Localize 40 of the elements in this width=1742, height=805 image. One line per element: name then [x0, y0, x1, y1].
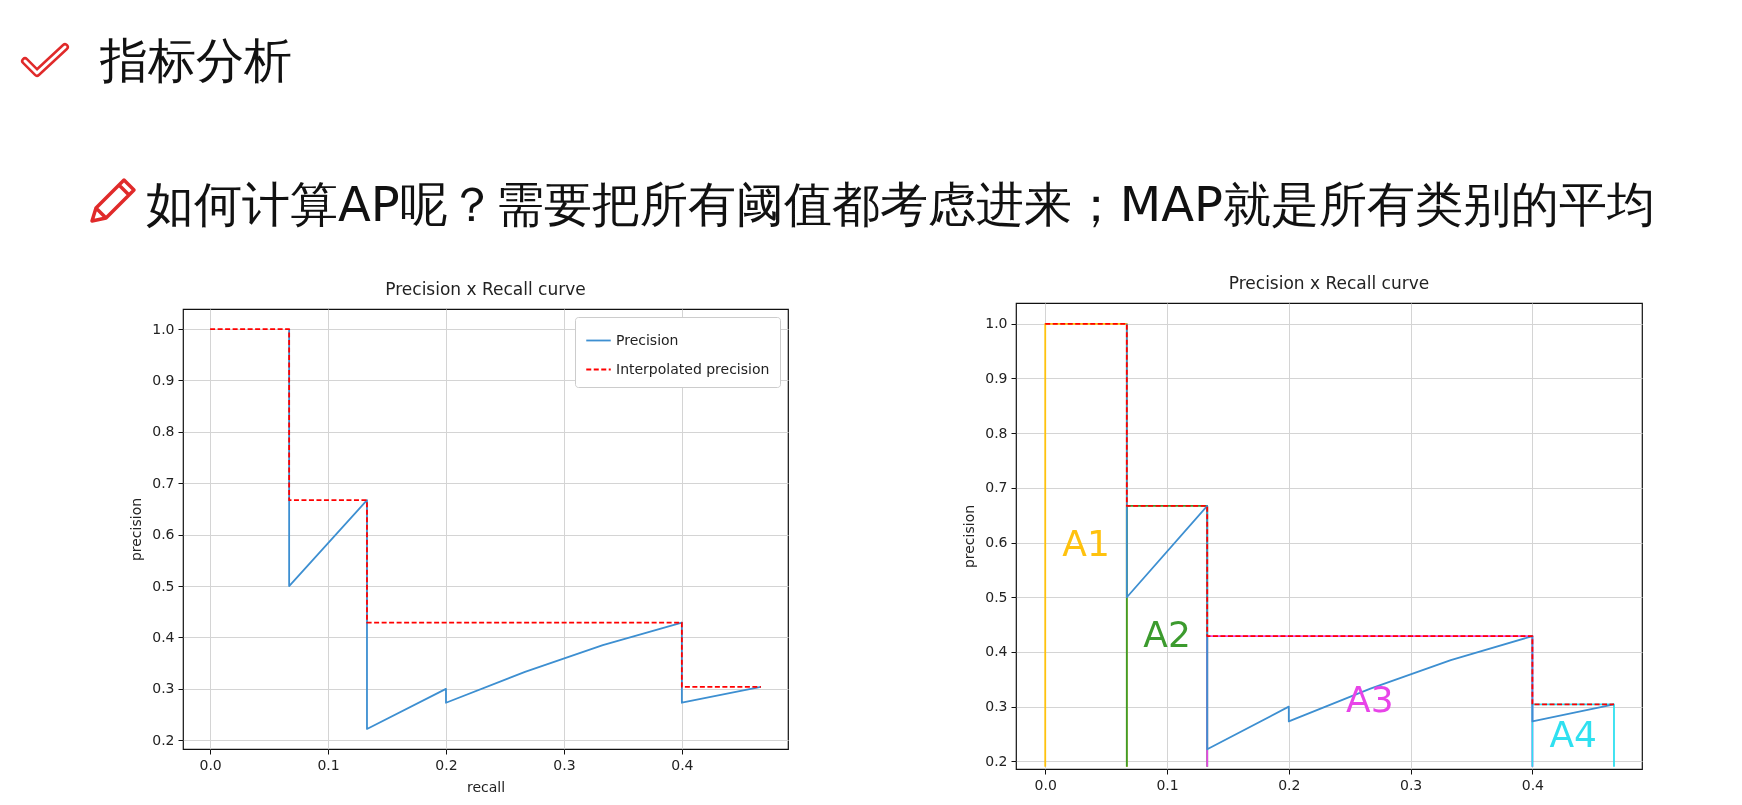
- y-tick-label: 0.4: [152, 628, 175, 645]
- series-label: A3: [1346, 679, 1394, 721]
- y-tick-label: 0.7: [985, 479, 1008, 496]
- x-tick-label: 0.4: [1521, 776, 1545, 793]
- x-tick-label: 0.3: [1399, 776, 1423, 793]
- legend-label: Interpolated precision: [616, 360, 770, 377]
- chart-title: Precision x Recall curve: [385, 279, 586, 299]
- text: 指标分析: [100, 31, 292, 90]
- x-tick-label: 0.4: [671, 756, 694, 773]
- x-tick-label: 0.1: [317, 756, 340, 773]
- legend-label: Precision: [616, 331, 679, 348]
- x-tick-label: 0.2: [1278, 776, 1301, 793]
- y-tick-label: 0.5: [152, 577, 175, 594]
- y-tick-label: 0.8: [152, 423, 175, 440]
- y-tick-label: 0.4: [985, 643, 1008, 660]
- y-tick-label: 0.2: [152, 731, 175, 748]
- y-tick-label: 0.6: [152, 526, 175, 543]
- chart-title: Precision x Recall curve: [1228, 273, 1430, 293]
- y-tick-label: 0.7: [152, 474, 175, 491]
- y-axis-title: precision: [961, 504, 978, 569]
- y-axis-title: precision: [128, 497, 145, 562]
- x-tick-label: 0.2: [435, 756, 458, 773]
- x-tick-label: 0.0: [1034, 776, 1057, 793]
- series-label: A1: [1062, 523, 1110, 565]
- y-tick-label: 0.9: [985, 369, 1008, 386]
- x-tick-label: 0.0: [199, 756, 222, 773]
- x-tick-label: 0.3: [553, 756, 576, 773]
- y-tick-label: 0.8: [985, 424, 1008, 441]
- series-label: A4: [1549, 713, 1597, 755]
- y-tick-label: 0.5: [985, 588, 1008, 605]
- y-tick-label: 1.0: [985, 315, 1008, 332]
- x-tick-label: 0.1: [1156, 776, 1179, 793]
- text: 如何计算AP呢？需要把所有阈值都考虑进来；MAP就是所有类别的平均: [146, 175, 1655, 234]
- y-tick-label: 0.3: [985, 698, 1008, 715]
- y-tick-label: 0.9: [152, 371, 175, 388]
- y-tick-label: 0.6: [985, 534, 1008, 551]
- y-tick-label: 1.0: [152, 320, 175, 337]
- x-axis-title: recall: [466, 778, 506, 795]
- y-tick-label: 0.3: [152, 680, 175, 697]
- series-label: A2: [1143, 614, 1191, 656]
